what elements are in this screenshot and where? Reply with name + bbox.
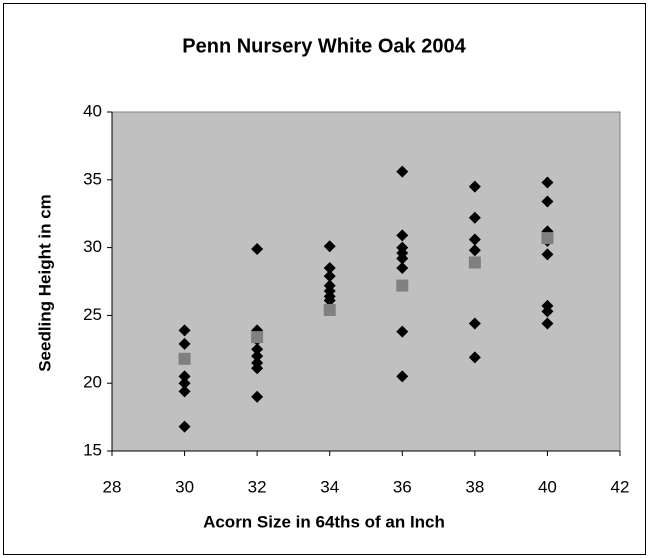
data-point bbox=[251, 362, 264, 375]
data-point bbox=[541, 195, 554, 208]
y-tick-label: 15 bbox=[83, 440, 102, 459]
x-tick-label: 32 bbox=[248, 477, 267, 496]
data-point bbox=[468, 233, 481, 246]
x-tick-label: 42 bbox=[611, 477, 630, 496]
data-point bbox=[178, 377, 191, 390]
y-tick-label: 40 bbox=[83, 101, 102, 120]
data-point bbox=[178, 420, 191, 433]
x-tick-label: 38 bbox=[465, 477, 484, 496]
data-point bbox=[178, 324, 191, 337]
mean-point bbox=[323, 303, 336, 316]
x-tick-label: 34 bbox=[320, 477, 339, 496]
data-point bbox=[251, 242, 264, 255]
data-point bbox=[396, 370, 409, 383]
data-point bbox=[396, 261, 409, 274]
x-tick-label: 36 bbox=[393, 477, 412, 496]
data-point bbox=[468, 351, 481, 364]
mean-point bbox=[251, 331, 264, 344]
data-point bbox=[323, 270, 336, 283]
data-point bbox=[251, 350, 264, 363]
data-point bbox=[178, 370, 191, 383]
y-tick-label: 35 bbox=[83, 169, 102, 188]
data-point bbox=[468, 317, 481, 330]
data-point bbox=[396, 165, 409, 178]
x-tick-label: 40 bbox=[538, 477, 557, 496]
mean-point bbox=[541, 232, 554, 245]
mean-point bbox=[178, 352, 191, 365]
x-axis-label: Acorn Size in 64ths of an Inch bbox=[203, 512, 445, 531]
plot-area bbox=[111, 111, 621, 452]
x-tick-label: 30 bbox=[175, 477, 194, 496]
chart-title: Penn Nursery White Oak 2004 bbox=[182, 35, 466, 57]
mean-point bbox=[396, 279, 409, 292]
data-point bbox=[178, 385, 191, 398]
data-point bbox=[468, 244, 481, 257]
data-point bbox=[541, 176, 554, 189]
data-point bbox=[396, 229, 409, 242]
data-point bbox=[323, 240, 336, 253]
data-point bbox=[251, 343, 264, 356]
x-tick-label: 28 bbox=[103, 477, 122, 496]
y-tick-label: 30 bbox=[83, 237, 102, 256]
data-point bbox=[541, 317, 554, 330]
data-point bbox=[468, 180, 481, 193]
data-point bbox=[251, 390, 264, 403]
data-point bbox=[323, 261, 336, 274]
mean-point bbox=[468, 256, 481, 269]
data-point bbox=[396, 325, 409, 338]
data-point bbox=[541, 305, 554, 318]
data-point bbox=[541, 248, 554, 261]
y-axis-label: Seedling Height in cm bbox=[35, 194, 54, 372]
y-tick-label: 25 bbox=[83, 305, 102, 324]
data-point bbox=[323, 294, 336, 307]
data-point bbox=[178, 337, 191, 350]
data-point bbox=[396, 252, 409, 265]
y-tick-label: 20 bbox=[83, 373, 102, 392]
data-point bbox=[468, 211, 481, 224]
